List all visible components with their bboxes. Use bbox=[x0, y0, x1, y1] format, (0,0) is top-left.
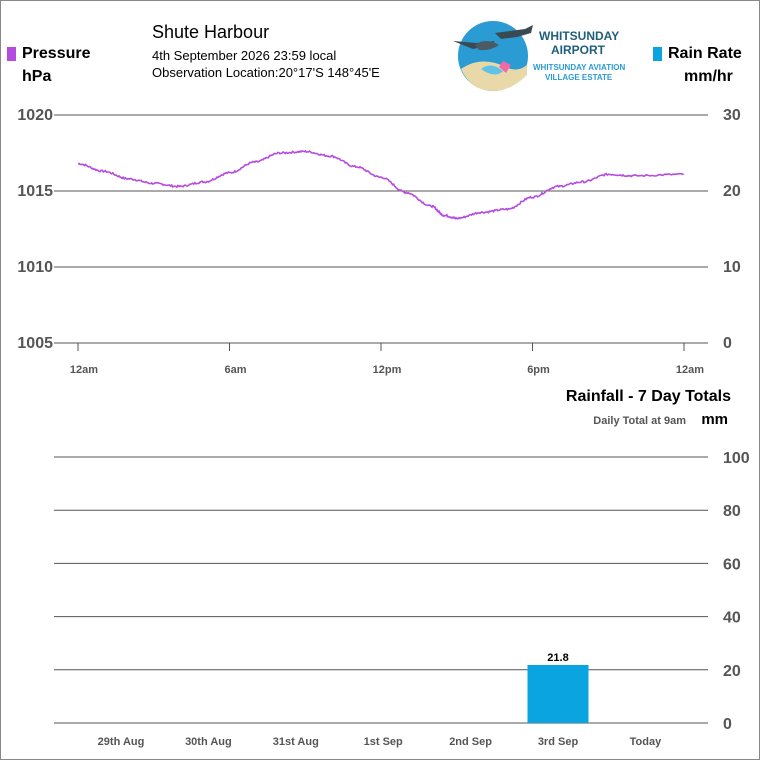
rain-rate-unit-label: mm/hr bbox=[684, 68, 733, 85]
logo-line4: VILLAGE ESTATE bbox=[545, 73, 613, 82]
rainfall-y-tick-label: 80 bbox=[723, 503, 741, 520]
rainfall-y-tick-label: 60 bbox=[723, 556, 741, 573]
rainfall-category-label: 30th Aug bbox=[185, 736, 232, 748]
pressure-unit-label: hPa bbox=[22, 68, 52, 85]
pressure-series-line bbox=[77, 149, 684, 220]
logo-line1: WHITSUNDAY bbox=[539, 29, 619, 43]
logo-line3: WHITSUNDAY AVIATION bbox=[533, 63, 626, 72]
rain-rate-y-tick-label: 10 bbox=[723, 259, 741, 276]
rainfall-category-label: 2nd Sep bbox=[449, 736, 492, 748]
location-label: Observation Location: bbox=[152, 65, 279, 80]
whitsunday-airport-logo: WHITSUNDAY AIRPORT WHITSUNDAY AVIATION V… bbox=[451, 19, 626, 93]
rain-rate-y-tick-label: 0 bbox=[723, 335, 732, 352]
time-tick-label: 12am bbox=[676, 364, 704, 376]
rainfall-category-label: 31st Aug bbox=[273, 736, 319, 748]
time-tick-label: 12pm bbox=[373, 364, 402, 376]
rain-rate-legend-label: Rain Rate bbox=[668, 45, 742, 62]
rain-rate-y-tick-label: 30 bbox=[723, 107, 741, 124]
pressure-y-tick-label: 1005 bbox=[17, 335, 53, 352]
rainfall-unit-label: mm bbox=[701, 411, 728, 428]
rainfall-y-tick-label: 20 bbox=[723, 663, 741, 680]
rainfall-y-tick-label: 0 bbox=[723, 716, 732, 733]
rainfall-y-tick-label: 100 bbox=[723, 450, 750, 467]
rainfall-bar bbox=[527, 665, 589, 723]
observation-location: Observation Location:20°17'S 148°45'E bbox=[152, 65, 380, 80]
pressure-legend-swatch bbox=[7, 47, 16, 61]
time-tick-label: 6am bbox=[224, 364, 246, 376]
time-tick-label: 6pm bbox=[527, 364, 550, 376]
observation-datetime: 4th September 2026 23:59 local bbox=[152, 48, 337, 63]
rainfall-category-label: Today bbox=[630, 736, 662, 748]
pressure-legend-label: Pressure bbox=[22, 45, 91, 62]
logo-emblem-icon: WHITSUNDAY AIRPORT WHITSUNDAY AVIATION V… bbox=[453, 21, 626, 91]
rainfall-chart-subtitle: Daily Total at 9am bbox=[593, 415, 686, 427]
rain-rate-y-tick-label: 20 bbox=[723, 183, 741, 200]
rainfall-bar-value-label: 21.8 bbox=[547, 652, 568, 664]
rainfall-category-label: 3rd Sep bbox=[538, 736, 579, 748]
rainfall-chart-title: Rainfall - 7 Day Totals bbox=[565, 388, 731, 405]
time-tick-label: 12am bbox=[70, 364, 98, 376]
pressure-y-tick-label: 1015 bbox=[17, 183, 53, 200]
rain-rate-legend-swatch bbox=[653, 47, 662, 61]
pressure-y-tick-label: 1010 bbox=[17, 259, 53, 276]
pressure-y-tick-label: 1020 bbox=[17, 107, 53, 124]
rainfall-category-label: 29th Aug bbox=[98, 736, 145, 748]
logo-line2: AIRPORT bbox=[551, 43, 606, 57]
rainfall-category-label: 1st Sep bbox=[364, 736, 403, 748]
station-name: Shute Harbour bbox=[152, 22, 270, 42]
location-value: 20°17'S 148°45'E bbox=[278, 65, 380, 80]
rainfall-y-tick-label: 40 bbox=[723, 610, 741, 627]
